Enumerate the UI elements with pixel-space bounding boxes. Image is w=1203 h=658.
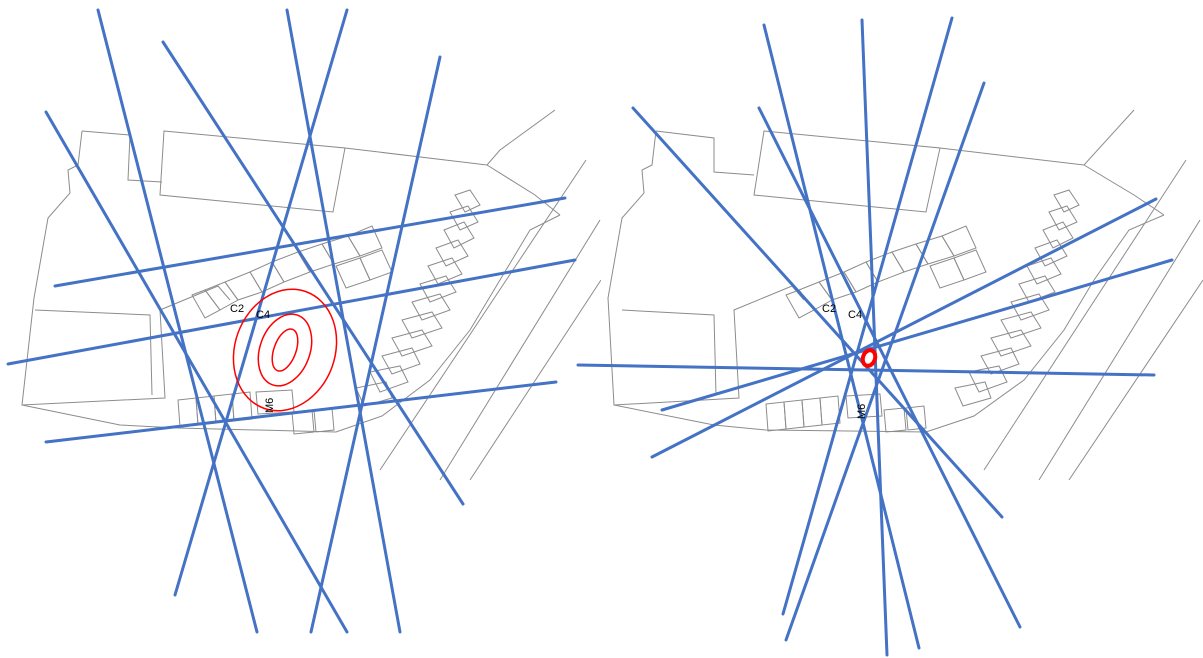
building-outline [1083,164,1165,216]
left-map: C2 C4 M6 [6,8,601,634]
building-outline [21,214,561,433]
building-outlines [21,109,601,481]
bearing-ray [757,106,1022,629]
bearing-ray [660,258,1174,412]
likelihood-contours [232,288,338,412]
road-line [1038,219,1201,481]
bearing-ray [44,110,349,634]
bearing-ray [309,55,442,634]
right-panel: C2 C4 M6 [574,0,1203,658]
bearing-rays [6,8,577,634]
building-outline [613,214,1165,433]
label-m6: M6 [264,398,276,413]
road-line [1068,279,1203,481]
building-outlines [607,109,1203,481]
bearing-rays [576,16,1174,657]
bearing-ray [161,40,465,506]
bottom-row-units [765,393,927,433]
contour-ring-inner [860,348,878,368]
terrace-units [954,189,1080,407]
building-outline [939,109,1135,166]
bearing-ray [576,363,1156,377]
left-panel: C2 C4 M6 [0,0,601,658]
bearing-ray [173,8,349,597]
bearing-ray [631,106,1004,519]
likelihood-contours [860,348,878,368]
label-c2: C2 [230,303,244,315]
contour-ring-middle [257,313,313,387]
building-outline [486,164,561,216]
building-outline [159,130,346,213]
label-m6: M6 [856,404,868,419]
bearing-ray [762,23,921,650]
bearing-ray [53,196,567,288]
road-line [983,159,1187,471]
bearing-ray [650,197,1158,459]
bearing-ray [96,8,259,634]
right-map: C2 C4 M6 [576,16,1203,657]
road-line [469,279,601,481]
building-outline [34,309,153,396]
label-c4: C4 [848,309,862,321]
contour-ring-outer [232,288,338,412]
building-outline [344,109,556,166]
building-outline [21,130,231,406]
building-outline [753,130,941,213]
building-outline [621,309,717,396]
bearing-ray [781,16,954,616]
label-c2: C2 [822,303,836,315]
bearing-ray [784,81,986,642]
bearing-ray [285,8,402,634]
label-c4: C4 [256,309,270,321]
terrace-units [355,189,481,407]
road-line [379,159,587,471]
building-outline [81,130,163,183]
building-outline [655,130,755,176]
road-line [439,219,601,481]
building-outline [607,130,805,406]
unit-row [191,225,393,319]
bearing-ray [44,380,558,444]
bearing-ray [6,258,577,366]
contour-ring-inner [271,328,299,372]
